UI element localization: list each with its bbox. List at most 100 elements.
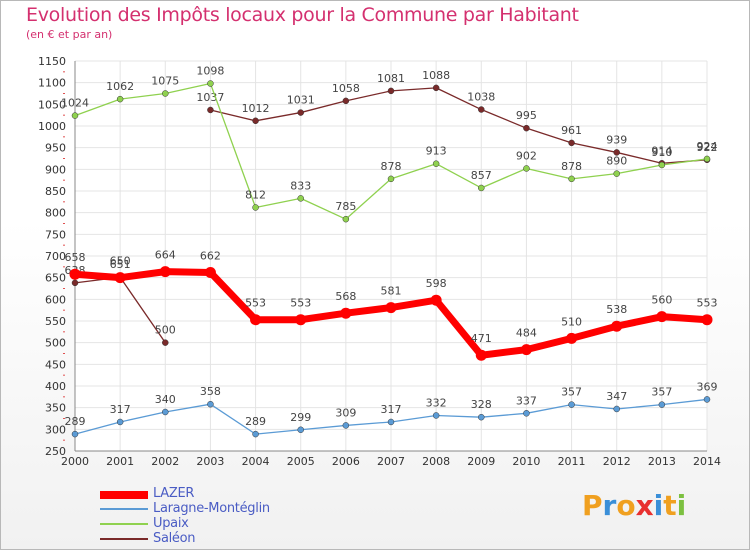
- data-label-upaix: 924: [697, 140, 718, 153]
- data-point-upaix: [613, 170, 620, 177]
- y-tick-label: 250: [45, 445, 66, 458]
- y-tick-label: 300: [45, 423, 66, 436]
- data-point-laragne-monteglin: [478, 413, 485, 421]
- data-point-laragne-monteglin: [116, 418, 124, 426]
- data-point-upaix: [116, 95, 124, 103]
- data-point-laragne-monteglin: [523, 410, 530, 417]
- data-label-upaix: 812: [245, 188, 266, 201]
- legend-swatch-laragne: [100, 508, 148, 510]
- data-label-saleon: 651: [110, 258, 131, 271]
- data-label-upaix: 890: [606, 155, 627, 168]
- data-label-upaix: 878: [381, 160, 402, 173]
- data-point-saleon: [478, 106, 485, 113]
- x-tick-label: 2003: [196, 455, 224, 468]
- data-point-laragne-monteglin: [71, 430, 79, 438]
- data-point-lazer: [250, 314, 262, 326]
- data-point-upaix: [297, 195, 304, 202]
- data-label-laragne-monteglin: 340: [155, 393, 176, 406]
- x-tick-label: 2013: [648, 455, 676, 468]
- data-label-laragne-monteglin: 357: [561, 386, 582, 399]
- x-tick-label: 2007: [377, 455, 405, 468]
- data-point-laragne-monteglin: [252, 430, 259, 438]
- data-point-lazer: [340, 307, 352, 319]
- data-point-laragne-monteglin: [297, 426, 304, 434]
- y-tick-label: 1000: [38, 120, 66, 133]
- data-point-laragne-monteglin: [703, 396, 711, 403]
- legend-item-saleon: Saléon: [0, 532, 320, 546]
- data-point-lazer: [520, 344, 532, 356]
- x-tick-label: 2000: [61, 455, 89, 468]
- data-point-upaix: [207, 80, 214, 87]
- data-point-saleon: [342, 97, 350, 105]
- data-label-laragne-monteglin: 328: [471, 398, 492, 411]
- data-point-saleon: [71, 279, 79, 287]
- legend-swatch-upaix: [100, 523, 148, 525]
- legend-item-laragne: Laragne-Montéglin: [0, 502, 320, 516]
- legend-swatch-saleon: [100, 538, 148, 540]
- data-label-laragne-monteglin: 337: [516, 394, 537, 407]
- data-label-laragne-monteglin: 289: [245, 415, 266, 428]
- legend-item-upaix: Upaix: [0, 517, 320, 531]
- data-label-saleon: 1081: [377, 72, 405, 85]
- data-label-saleon: 1031: [287, 94, 315, 107]
- data-point-lazer: [69, 268, 81, 280]
- data-label-saleon: 995: [516, 109, 537, 122]
- y-tick-label: 950: [45, 142, 66, 155]
- legend-item-lazer: LAZER: [0, 487, 320, 501]
- data-label-upaix: 878: [561, 160, 582, 173]
- data-point-saleon: [568, 139, 575, 147]
- x-tick-label: 2009: [467, 455, 495, 468]
- legend-label-lazer: LAZER: [153, 486, 195, 501]
- data-label-lazer: 581: [381, 285, 402, 298]
- brand-letter: P: [582, 489, 603, 522]
- x-tick-label: 2006: [332, 455, 360, 468]
- data-point-lazer: [114, 272, 126, 284]
- y-tick-label: 550: [45, 315, 66, 328]
- data-label-upaix: 1062: [106, 80, 134, 93]
- data-point-saleon: [523, 124, 530, 132]
- data-label-saleon: 922: [697, 141, 718, 154]
- y-tick-label: 1050: [38, 98, 66, 111]
- data-point-upaix: [387, 175, 395, 183]
- chart-title: Evolution des Impôts locaux pour la Comm…: [26, 4, 579, 26]
- data-point-laragne-monteglin: [432, 412, 440, 419]
- data-label-upaix: 1075: [151, 75, 179, 88]
- data-label-lazer: 568: [335, 290, 356, 303]
- y-tick-label: 400: [45, 380, 66, 393]
- data-point-upaix: [568, 175, 575, 183]
- data-point-lazer: [475, 349, 487, 361]
- data-label-lazer: 662: [200, 249, 221, 262]
- brand-letter: t: [663, 489, 677, 522]
- brand-letter: i: [676, 489, 687, 522]
- brand-logo: Proxiti: [582, 489, 686, 522]
- data-point-lazer: [656, 311, 668, 323]
- data-label-lazer: 553: [697, 297, 718, 310]
- data-point-laragne-monteglin: [568, 401, 575, 408]
- data-point-upaix: [162, 90, 169, 97]
- y-tick-label: 600: [45, 293, 66, 306]
- chart-subtitle: (en € et par an): [26, 28, 113, 41]
- x-tick-label: 2001: [106, 455, 134, 468]
- data-label-laragne-monteglin: 317: [381, 403, 402, 416]
- y-tick-label: 1150: [38, 55, 66, 68]
- y-tick-label: 800: [45, 207, 66, 220]
- data-point-laragne-monteglin: [613, 405, 620, 413]
- x-tick-label: 2011: [558, 455, 586, 468]
- data-point-lazer: [159, 266, 171, 278]
- brand-letter: i: [653, 489, 664, 522]
- data-label-lazer: 484: [516, 327, 537, 340]
- data-point-lazer: [385, 302, 397, 314]
- brand-letter: x: [635, 489, 654, 522]
- data-point-upaix: [703, 155, 711, 163]
- x-tick-label: 2005: [287, 455, 315, 468]
- y-tick-label: 750: [45, 228, 66, 241]
- data-label-laragne-monteglin: 332: [426, 396, 447, 409]
- data-point-upaix: [523, 165, 530, 172]
- data-point-saleon: [387, 87, 395, 95]
- y-tick-label: 450: [45, 358, 66, 371]
- y-tick-label: 500: [45, 337, 66, 350]
- data-point-upaix: [432, 160, 440, 167]
- data-label-upaix: 1024: [61, 97, 89, 110]
- data-label-laragne-monteglin: 347: [606, 390, 627, 403]
- data-point-upaix: [252, 204, 259, 211]
